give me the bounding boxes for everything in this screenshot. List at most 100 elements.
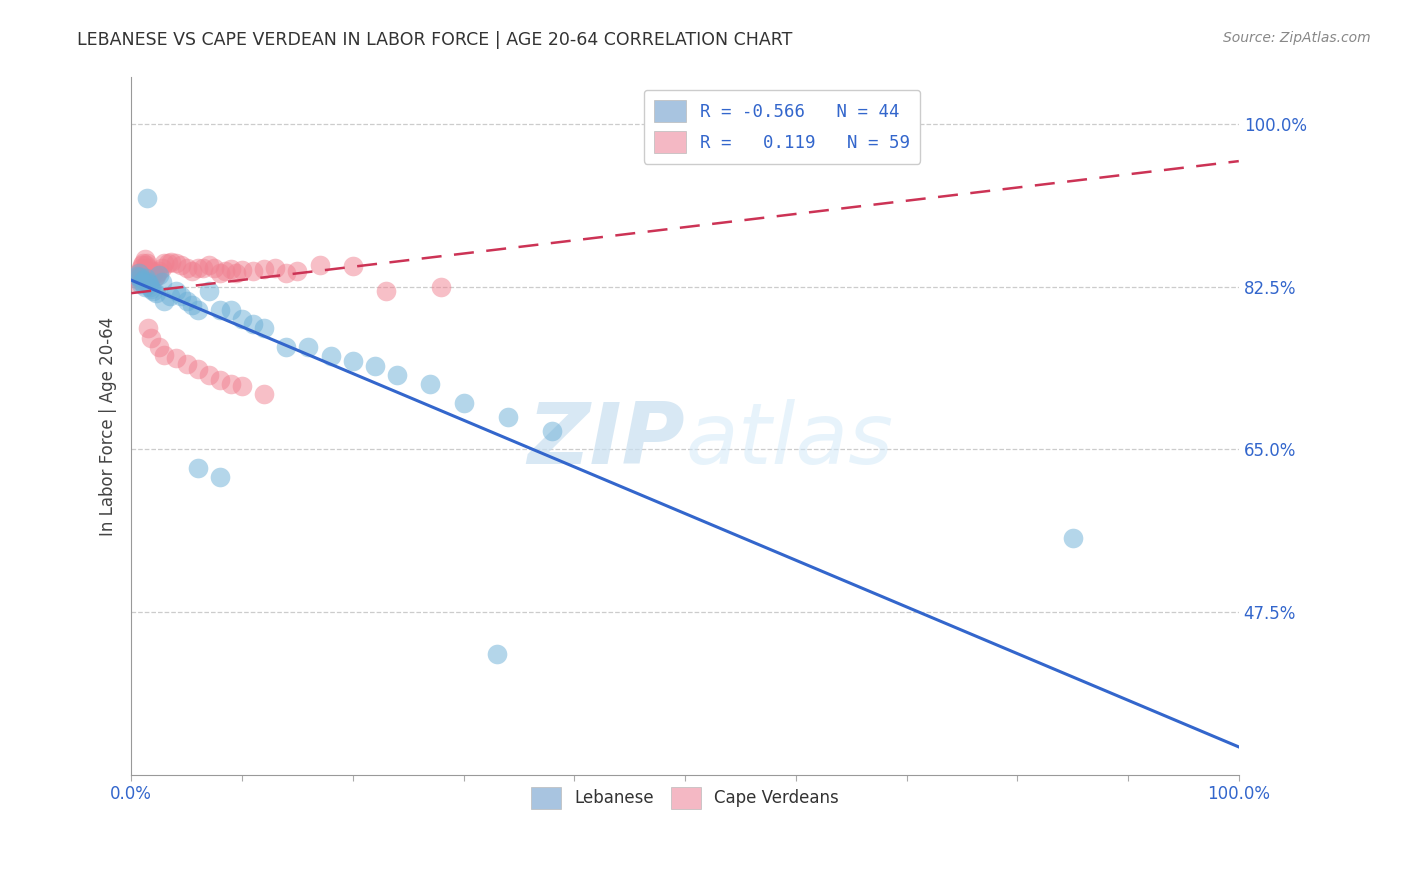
Point — [145, 266, 167, 280]
Point — [176, 293, 198, 308]
Point — [138, 277, 160, 291]
Point — [129, 268, 152, 282]
Point — [136, 261, 159, 276]
Point — [419, 377, 441, 392]
Point — [143, 270, 166, 285]
Point — [125, 270, 148, 285]
Point — [187, 302, 209, 317]
Point — [132, 273, 155, 287]
Point — [342, 259, 364, 273]
Point — [142, 285, 165, 299]
Point — [187, 461, 209, 475]
Point — [485, 647, 508, 661]
Point — [139, 268, 162, 282]
Point — [153, 256, 176, 270]
Point — [297, 340, 319, 354]
Point — [132, 256, 155, 270]
Point — [231, 263, 253, 277]
Point — [276, 340, 298, 354]
Point — [242, 264, 264, 278]
Point — [496, 409, 519, 424]
Point — [141, 270, 163, 285]
Point — [287, 264, 309, 278]
Point — [187, 261, 209, 276]
Point — [264, 261, 287, 276]
Text: ZIP: ZIP — [527, 399, 685, 482]
Point — [364, 359, 387, 373]
Point — [150, 261, 173, 276]
Point — [176, 357, 198, 371]
Legend: Lebanese, Cape Verdeans: Lebanese, Cape Verdeans — [524, 780, 845, 815]
Point — [131, 258, 153, 272]
Point — [187, 362, 209, 376]
Point — [148, 264, 170, 278]
Point — [142, 268, 165, 282]
Point — [129, 277, 152, 291]
Point — [219, 377, 242, 392]
Point — [176, 261, 198, 276]
Point — [145, 286, 167, 301]
Point — [208, 302, 231, 317]
Point — [242, 317, 264, 331]
Point — [153, 347, 176, 361]
Point — [153, 293, 176, 308]
Point — [276, 266, 298, 280]
Point — [165, 256, 187, 270]
Point — [214, 264, 236, 278]
Point — [136, 275, 159, 289]
Point — [135, 191, 157, 205]
Text: Source: ZipAtlas.com: Source: ZipAtlas.com — [1223, 31, 1371, 45]
Point — [125, 275, 148, 289]
Point — [231, 379, 253, 393]
Point — [148, 268, 170, 282]
Point — [253, 321, 276, 335]
Point — [134, 252, 156, 266]
Point — [165, 351, 187, 366]
Point — [135, 271, 157, 285]
Point — [129, 261, 152, 276]
Point — [148, 340, 170, 354]
Point — [150, 275, 173, 289]
Point — [197, 258, 219, 272]
Point — [219, 262, 242, 277]
Point — [139, 279, 162, 293]
Point — [134, 279, 156, 293]
Point — [231, 312, 253, 326]
Point — [375, 285, 398, 299]
Point — [208, 373, 231, 387]
Point — [141, 331, 163, 345]
Y-axis label: In Labor Force | Age 20-64: In Labor Force | Age 20-64 — [100, 317, 117, 536]
Point — [160, 254, 183, 268]
Point — [208, 266, 231, 280]
Point — [308, 258, 330, 272]
Point — [141, 264, 163, 278]
Point — [1062, 531, 1084, 545]
Point — [385, 368, 408, 382]
Point — [135, 256, 157, 270]
Point — [159, 289, 181, 303]
Point — [165, 285, 187, 299]
Point — [202, 261, 225, 276]
Point — [141, 282, 163, 296]
Point — [430, 279, 453, 293]
Point — [127, 266, 149, 280]
Point — [129, 270, 152, 285]
Point — [225, 266, 247, 280]
Point — [181, 264, 204, 278]
Text: atlas: atlas — [685, 399, 893, 482]
Point — [193, 261, 215, 276]
Point — [135, 258, 157, 272]
Point — [136, 321, 159, 335]
Point — [342, 354, 364, 368]
Point — [128, 273, 150, 287]
Point — [319, 350, 342, 364]
Point — [208, 470, 231, 484]
Point — [145, 269, 167, 284]
Point — [170, 258, 193, 272]
Point — [253, 386, 276, 401]
Point — [197, 368, 219, 382]
Point — [128, 266, 150, 280]
Point — [181, 298, 204, 312]
Point — [131, 275, 153, 289]
Point — [170, 289, 193, 303]
